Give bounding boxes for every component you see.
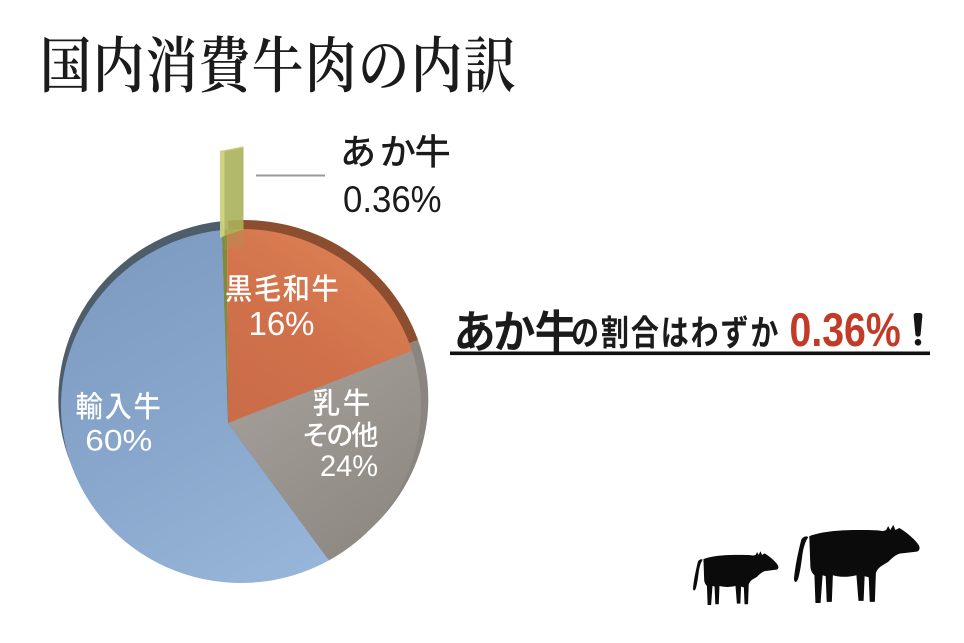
svg-text:0.36%: 0.36%	[790, 305, 901, 357]
svg-text:24%: 24%	[320, 450, 378, 483]
svg-text:60%: 60%	[85, 425, 152, 458]
svg-text:0.36%: 0.36%	[343, 179, 442, 220]
svg-text:16%: 16%	[249, 306, 315, 343]
